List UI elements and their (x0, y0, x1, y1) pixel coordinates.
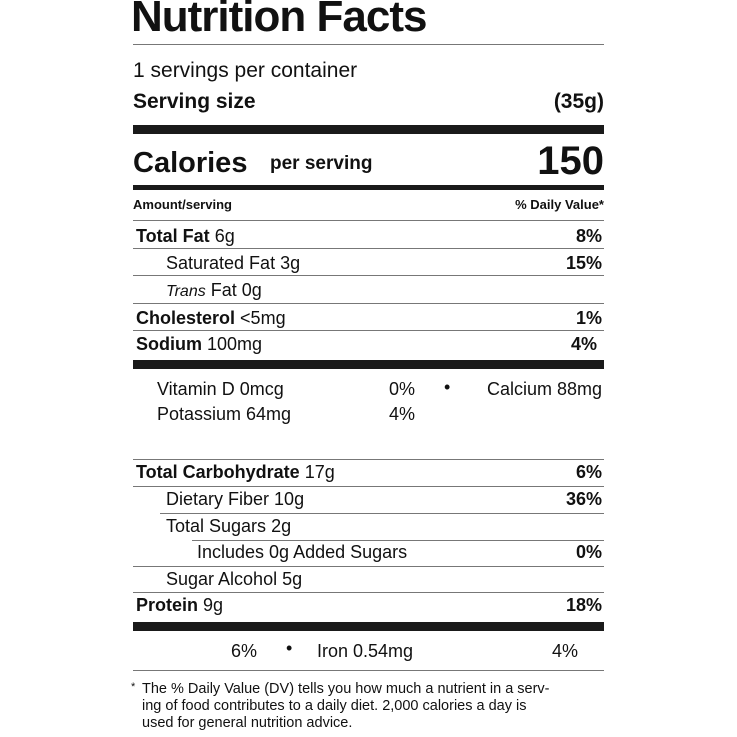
nutrient-total-sugars: Total Sugars 2g (166, 516, 291, 537)
serving-size-label: Serving size (133, 90, 256, 113)
nutrient-name: Total Sugars (166, 516, 267, 536)
footnote-line-1: The % Daily Value (DV) tells you how muc… (142, 681, 550, 697)
nutrient-dv: 0% (575, 542, 602, 562)
nutrient-amount: 3g (280, 253, 301, 273)
label-title: Nutrition Facts (131, 0, 427, 41)
potassium-dv: 4% (389, 404, 416, 424)
thick-divider (133, 125, 604, 134)
nutrient-name: Total Fat (136, 226, 210, 246)
potassium: Potassium 64mg (157, 404, 292, 424)
nutrient-dv: 36% (565, 489, 602, 509)
nutrient-name-italic: Trans (166, 283, 206, 300)
nutrient-name: Sodium (136, 334, 202, 354)
nutrient-dv: 18% (565, 595, 602, 615)
nutrient-dv: 8% (575, 226, 602, 246)
nutrient-sodium: Sodium 100mg (136, 334, 262, 355)
nutrient-dv: 6% (575, 462, 602, 482)
thick-divider (133, 360, 604, 369)
divider (133, 566, 604, 567)
nutrient-dv: 4% (570, 334, 597, 354)
nutrient-amount: 17g (304, 462, 335, 482)
calcium: Calcium 88mg (486, 379, 602, 399)
divider (133, 592, 604, 593)
nutrient-amount: 0g (241, 280, 262, 300)
divider (133, 670, 604, 671)
divider (133, 330, 604, 331)
nutrient-total-carbohydrate: Total Carbohydrate 17g (136, 462, 335, 483)
divider (133, 303, 604, 304)
thick-divider (133, 622, 604, 631)
footnote-line-3: used for general nutrition advice. (142, 715, 353, 731)
servings-per-container: 1 servings per container (133, 59, 358, 82)
nutrient-protein: Protein 9g (136, 595, 223, 616)
nutrient-sugar-alcohol: Sugar Alcohol 5g (166, 569, 302, 590)
vitamin-d: Vitamin D 0mcg (157, 379, 284, 399)
bullet: • (286, 638, 293, 658)
nutrient-cholesterol: Cholesterol <5mg (136, 308, 286, 329)
nutrient-name: Total Carbohydrate (136, 462, 300, 482)
nutrient-saturated-fat: Saturated Fat 3g (166, 253, 300, 274)
calories-label: Calories (133, 147, 248, 179)
calories-per-serving: per serving (270, 153, 373, 174)
nutrient-amount: 6g (214, 226, 235, 246)
nutrient-amount: 100mg (207, 334, 263, 354)
nutrient-added-sugars: Includes 0g Added Sugars (197, 542, 408, 562)
divider (133, 275, 604, 276)
vitamin-d-dv: 0% (389, 379, 416, 399)
divider (160, 513, 604, 514)
nutrient-name: Saturated Fat (166, 253, 276, 273)
calcium-dv: 6% (231, 641, 258, 661)
nutrient-amount: 10g (274, 489, 305, 509)
nutrient-name: Fat (210, 280, 237, 300)
amount-header: Amount/serving (133, 197, 232, 212)
dv-header: % Daily Value* (515, 197, 604, 212)
calories-value: 150 (537, 139, 604, 183)
iron-dv: 4% (551, 641, 578, 661)
medium-divider (133, 185, 604, 190)
nutrient-name: Dietary Fiber (166, 489, 270, 509)
divider (133, 220, 604, 221)
bullet: • (444, 377, 451, 397)
divider (192, 540, 604, 541)
footnote-line-2: ing of food contributes to a daily diet.… (142, 698, 527, 714)
divider (133, 248, 604, 249)
nutrient-amount: 2g (271, 516, 292, 536)
nutrient-total-fat: Total Fat 6g (136, 226, 235, 247)
serving-size-value: (35g) (553, 90, 604, 113)
divider (133, 44, 604, 45)
iron: Iron 0.54mg (317, 641, 414, 661)
footnote-mark: * (131, 681, 136, 693)
nutrient-dv: 15% (565, 253, 602, 273)
nutrient-dietary-fiber: Dietary Fiber 10g (166, 489, 304, 510)
nutrient-amount: 5g (282, 569, 303, 589)
divider (133, 459, 604, 460)
nutrient-amount: <5mg (240, 308, 286, 328)
nutrient-trans-fat: Trans Fat 0g (166, 280, 262, 301)
nutrient-amount: 9g (203, 595, 224, 615)
nutrient-dv: 1% (575, 308, 602, 328)
divider (133, 486, 604, 487)
nutrient-name: Protein (136, 595, 199, 615)
nutrient-name: Sugar Alcohol (166, 569, 278, 589)
nutrient-name: Cholesterol (136, 308, 236, 328)
